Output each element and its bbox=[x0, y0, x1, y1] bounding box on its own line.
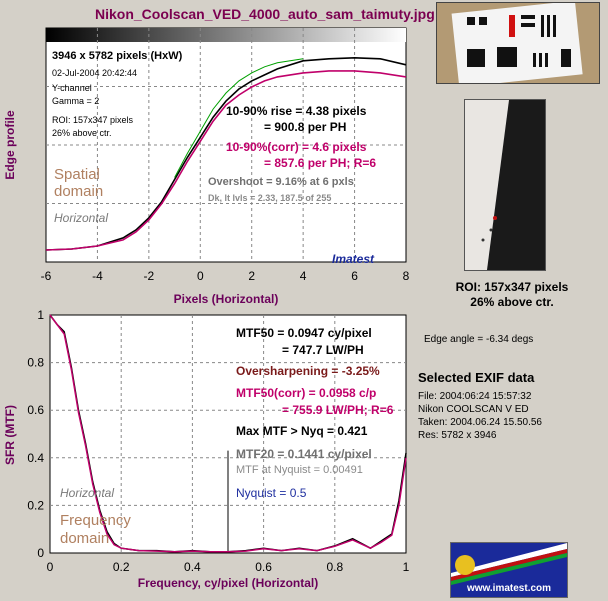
mtf-chart: 0 0.2 0.4 0.6 0.8 1 0 0.2 0.4 0.6 0.8 1 SFR (MTF) F… bbox=[3, 308, 410, 590]
edge-xtick-label: -4 bbox=[92, 269, 103, 283]
mtf-ytick-label: 1 bbox=[37, 308, 44, 322]
edge-profile-line bbox=[45, 56, 407, 251]
image-size: 3946 x 5782 pixels (HxW) bbox=[52, 50, 183, 62]
frequency-domain-line2: domain bbox=[60, 530, 110, 547]
nyquist-value: Nyquist = 0.5 bbox=[236, 486, 307, 500]
target-thumbnail bbox=[436, 2, 600, 84]
mtf20: MTF20 = 0.1441 cy/pixel bbox=[236, 447, 372, 461]
edge-xtick-label: -2 bbox=[144, 269, 155, 283]
rise-value: 10-90% rise = 4.38 pixels bbox=[226, 104, 367, 118]
mtf-ytick-label: 0.2 bbox=[27, 498, 44, 512]
max-mtf-nyq: Max MTF > Nyq = 0.421 bbox=[236, 424, 368, 438]
spatial-domain-line2: domain bbox=[54, 183, 104, 200]
rise-per-ph: = 900.8 per PH bbox=[264, 120, 347, 134]
edge-profile-chart: -6 -4 -2 0 2 4 6 8 Edge profile Pixels (Horizon… bbox=[3, 27, 410, 306]
roi-position: 26% above ctr. bbox=[52, 128, 112, 138]
exif-title: Selected EXIF data bbox=[418, 370, 535, 385]
mtf-xtick-label: 1 bbox=[403, 560, 410, 574]
spatial-domain-label: Spatial domain bbox=[54, 166, 103, 200]
rise-corr-value: 10-90%(corr) = 4.6 pixels bbox=[226, 140, 367, 154]
oversharpening: Oversharpening = -3.25% bbox=[236, 364, 380, 378]
rise-corr-per-ph: = 857.6 per PH; R=6 bbox=[264, 156, 377, 170]
mtf50-corr: MTF50(corr) = 0.0958 c/p bbox=[236, 386, 377, 400]
exif-camera: Nikon COOLSCAN V ED bbox=[418, 404, 529, 415]
edge-angle: Edge angle = -6.34 degs bbox=[424, 334, 534, 345]
mtf50-corr-lwph: = 755.9 LW/PH; R=6 bbox=[282, 403, 394, 417]
exif-resolution: Res: 5782 x 3946 bbox=[418, 430, 497, 441]
mtf-xtick-label: 0.6 bbox=[255, 560, 272, 574]
spatial-domain-line1: Spatial bbox=[54, 166, 100, 183]
mtf-ylabel: SFR (MTF) bbox=[3, 405, 17, 465]
mtf-ytick-label: 0.6 bbox=[27, 403, 44, 417]
mtf50-lwph: = 747.7 LW/PH bbox=[282, 343, 364, 357]
roi-info: ROI: 157x347 pixels bbox=[52, 115, 134, 125]
edge-xtick-label: -6 bbox=[41, 269, 52, 283]
dark-light-levels: Dk, lt lvls = 2.33, 187.5 of 255 bbox=[208, 193, 332, 203]
roi-label: ROI: 157x347 pixels 26% above ctr. bbox=[442, 280, 582, 310]
mtf-ytick-label: 0 bbox=[37, 546, 44, 560]
window-title: Nikon_Coolscan_VED_4000_auto_sam_taimuty… bbox=[95, 6, 435, 22]
overshoot: Overshoot = 9.16% at 6 pxls bbox=[208, 176, 354, 188]
exif-taken: Taken: 2004.06.24 15.50.56 bbox=[418, 417, 542, 428]
mtf50: MTF50 = 0.0947 cy/pixel bbox=[236, 326, 372, 340]
roi-position-label: 26% above ctr. bbox=[470, 295, 554, 309]
edge-xtick-label: 8 bbox=[403, 269, 410, 283]
edge-xtick-label: 4 bbox=[300, 269, 307, 283]
frequency-domain-label: Frequency domain bbox=[60, 512, 131, 548]
image-date: 02-Jul-2004 20:42:44 bbox=[52, 68, 138, 78]
mtf-xtick-label: 0.2 bbox=[113, 560, 130, 574]
exif-file: File: 2004:06:24 15:57:32 bbox=[418, 391, 532, 402]
imatest-logo[interactable]: www.imatest.com bbox=[450, 542, 568, 598]
mtf-ytick-label: 0.8 bbox=[27, 356, 44, 370]
mtf-xtick-label: 0.8 bbox=[326, 560, 343, 574]
imatest-url[interactable]: www.imatest.com bbox=[466, 583, 552, 594]
edge-xtick-label: 6 bbox=[351, 269, 358, 283]
edge-xlabel: Pixels (Horizontal) bbox=[174, 292, 279, 306]
mtf-xtick-label: 0 bbox=[47, 560, 54, 574]
channel: Y-channel bbox=[52, 83, 92, 93]
roi-size-label: ROI: 157x347 pixels bbox=[455, 280, 569, 294]
frequency-domain-line1: Frequency bbox=[60, 512, 131, 529]
edge-ylabel: Edge profile bbox=[3, 110, 17, 180]
edge-profile-green-line bbox=[174, 58, 304, 178]
edge-profile-corr-line bbox=[45, 70, 407, 251]
spatial-direction: Horizontal bbox=[54, 211, 109, 225]
edge-xtick-label: 2 bbox=[248, 269, 255, 283]
mtf-at-nyquist: MTF at Nyquist = 0.00491 bbox=[236, 464, 363, 476]
mtf-corr-line bbox=[49, 314, 407, 553]
gamma: Gamma = 2 bbox=[52, 96, 100, 106]
edge-gradient-bar bbox=[46, 28, 406, 42]
mtf-xtick-label: 0.4 bbox=[184, 560, 201, 574]
mtf-xlabel: Frequency, cy/pixel (Horizontal) bbox=[138, 576, 318, 590]
mtf-ytick-label: 0.4 bbox=[27, 451, 44, 465]
imatest-brand: Imatest bbox=[332, 252, 375, 266]
edge-xtick-label: 0 bbox=[197, 269, 204, 283]
mtf-direction: Horizontal bbox=[60, 486, 115, 500]
roi-thumbnail bbox=[464, 99, 546, 271]
